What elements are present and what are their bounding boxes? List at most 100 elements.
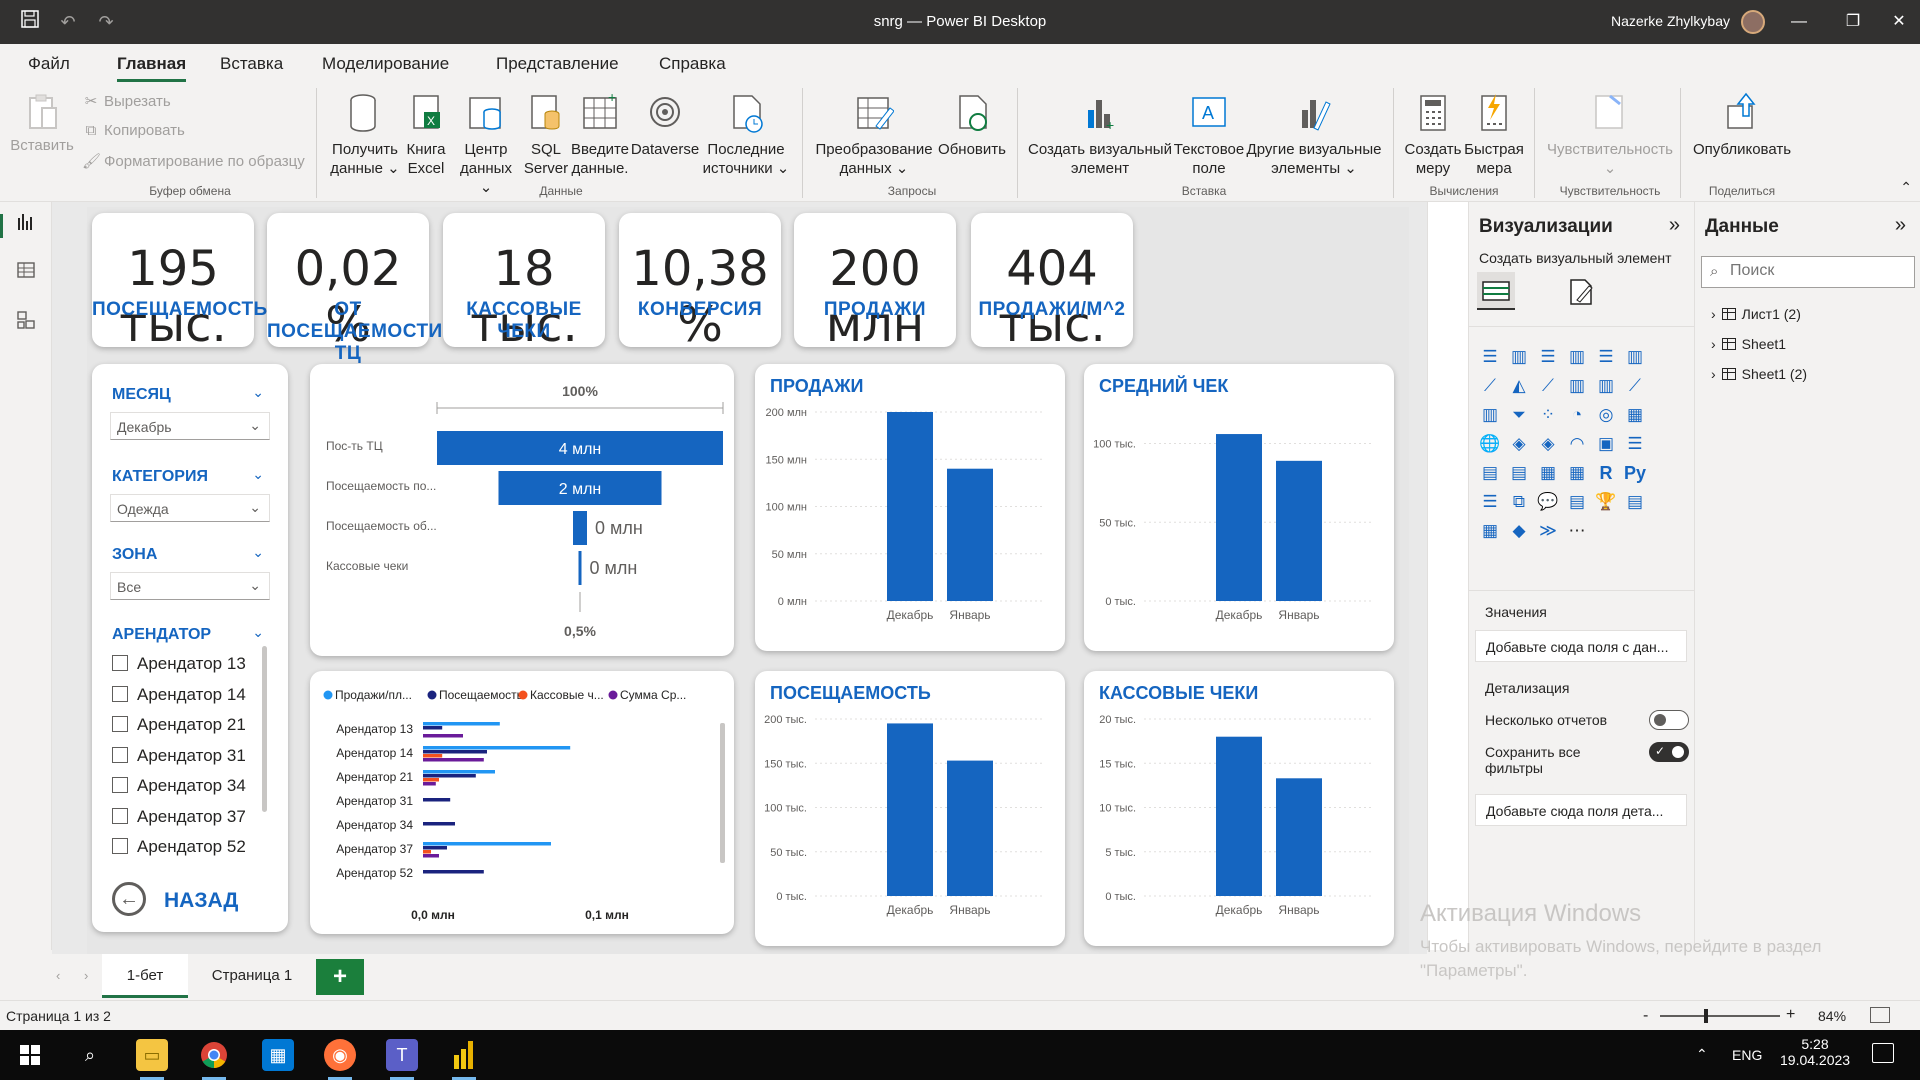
tenant-checkbox-item[interactable]: Арендатор 31 [112,746,246,766]
tenant-bar[interactable] [423,746,571,750]
chevron-right-icon[interactable]: › [1711,336,1716,352]
r-visual-icon[interactable]: R [1599,463,1613,483]
gauge-icon[interactable]: ◠ [1569,434,1585,453]
tenant-bar[interactable] [423,870,484,874]
zone-dropdown[interactable]: Все ⌄ [110,572,270,600]
cut-button[interactable]: ✂ Вырезать [82,92,171,110]
tenant-checkbox-item[interactable]: Арендатор 34 [112,776,246,796]
clock[interactable]: 5:28 19.04.2023 [1780,1036,1850,1068]
checkbox[interactable] [112,685,128,702]
get-data-button[interactable]: Получить данные ⌄ [326,92,404,178]
publish-button[interactable]: Опубликовать [1686,92,1798,159]
avatar[interactable] [1741,10,1765,34]
zoom-slider-thumb[interactable] [1704,1009,1708,1023]
new-measure-button[interactable]: Создать меру [1400,92,1466,178]
copy-button[interactable]: ⧉ Копировать [82,122,185,139]
paginated-report-icon[interactable]: ▤ [1568,492,1586,511]
100-bar-icon[interactable]: ☰ [1598,347,1614,366]
tenant-bar[interactable] [423,842,551,846]
checkbox[interactable] [112,777,128,793]
chevron-down-icon[interactable]: ⌄ [252,624,264,640]
language-indicator[interactable]: ENG [1732,1047,1763,1063]
category-dropdown[interactable]: Одежда ⌄ [110,494,270,522]
key-influencers-icon[interactable]: ☰ [1482,492,1498,511]
ribbon-chart-icon[interactable]: ⟋ [1629,376,1641,395]
paste-button[interactable]: Вставить [8,92,76,155]
keep-filters-toggle[interactable]: ✓ [1649,742,1689,762]
more-visuals-icon[interactable]: ≫ [1539,521,1557,540]
close-icon[interactable]: ✕ [1892,13,1906,30]
power-apps-icon[interactable]: ▦ [1481,521,1499,540]
tenant-bar[interactable] [423,758,484,762]
collapse-pane-icon[interactable]: » [1894,214,1906,236]
chevron-down-icon[interactable]: ⌄ [252,544,264,560]
map-icon[interactable]: 🌐 [1479,434,1501,453]
format-visual-tab[interactable] [1561,272,1599,310]
sensitivity-button[interactable]: Чувствительность ⌄ [1540,92,1680,178]
build-visual-tab[interactable] [1477,272,1515,310]
stacked-bar-icon[interactable]: ☰ [1482,347,1498,366]
month-dropdown[interactable]: Декабрь ⌄ [110,412,270,440]
table-node[interactable]: › Sheet1 (2) [1711,366,1807,382]
calculator-icon[interactable]: ▦ [262,1039,294,1071]
funnel-icon[interactable]: ⏷ [1512,405,1526,424]
file-explorer-icon[interactable]: ▭ [136,1039,168,1080]
enter-data-button[interactable]: + Введите данные. [566,92,634,178]
zoom-in-icon[interactable]: + [1786,1006,1796,1023]
multirow-card-icon[interactable]: ☰ [1627,434,1643,453]
more-visuals-button[interactable]: Другие визуальные элементы ⌄ [1246,92,1382,178]
drillthrough-well[interactable]: Добавьте сюда поля дета... [1475,794,1687,826]
kpi-icon[interactable]: ▤ [1481,463,1499,482]
restore-icon[interactable]: ❐ [1845,13,1861,30]
tab-insert[interactable]: Вставка [220,54,284,73]
zoom-slider[interactable] [1660,1015,1780,1017]
tenant-checkbox-item[interactable]: Арендатор 37 [112,807,246,827]
excel-button[interactable]: X Книга Excel [402,92,450,178]
fit-page-icon[interactable] [1870,1007,1890,1023]
funnel-bar[interactable] [437,431,723,465]
windows-start-icon[interactable] [14,1039,46,1071]
clustered-bar-icon[interactable]: ☰ [1540,347,1556,366]
back-button[interactable]: НАЗАД [164,889,239,912]
textbox-button[interactable]: A Текстовое поле [1172,92,1246,178]
column-bar[interactable] [1216,434,1262,601]
teams-icon[interactable]: T [386,1039,418,1080]
dataverse-button[interactable]: Dataverse [630,92,700,159]
chevron-right-icon[interactable]: › [1711,366,1716,382]
chevron-down-icon[interactable]: ⌄ [252,466,264,482]
tenant-bar[interactable] [423,734,463,738]
column-bar[interactable] [1276,460,1322,601]
tenant-checkbox-item[interactable]: Арендатор 14 [112,685,246,705]
quick-measure-button[interactable]: Быстрая мера [1462,92,1526,178]
100-column-icon[interactable]: ▥ [1626,347,1644,366]
notification-icon[interactable] [1872,1043,1894,1063]
user-name[interactable]: Nazerke Zhylkybay [1610,13,1730,29]
tenant-bar[interactable] [423,754,443,758]
cross-report-toggle[interactable] [1649,710,1689,730]
tenant-bar[interactable] [423,854,439,858]
line-column-icon[interactable]: ▥ [1568,376,1586,395]
prev-page-icon[interactable]: ‹ [56,968,61,983]
collapse-ribbon-icon[interactable]: ⌃ [1900,179,1912,195]
sql-server-button[interactable]: SQL Server [518,92,574,178]
card-icon[interactable]: ▣ [1597,434,1615,453]
scrollbar[interactable] [720,723,725,863]
funnel-bar[interactable] [573,511,587,545]
filled-map-icon[interactable]: ◈ [1512,434,1526,453]
tenant-bar[interactable] [423,750,487,754]
column-bar[interactable] [887,412,933,601]
column-bar[interactable] [947,760,993,896]
scatter-icon[interactable]: ⁘ [1540,405,1556,424]
report-view-icon[interactable] [0,212,40,240]
tenant-bar[interactable] [423,798,451,802]
checkbox[interactable] [112,838,128,854]
search-icon[interactable]: ⌕ [84,1045,96,1065]
funnel-bar[interactable] [498,471,662,505]
matrix-icon[interactable]: ▦ [1568,463,1586,482]
next-page-icon[interactable]: › [84,968,89,983]
line-chart-icon[interactable]: ⟋ [1484,376,1496,395]
refresh-button[interactable]: Обновить [934,92,1010,159]
add-page-button[interactable]: + [316,959,364,995]
table-node[interactable]: › Sheet1 [1711,336,1786,352]
legend-label[interactable]: Кассовые ч... [530,688,604,702]
